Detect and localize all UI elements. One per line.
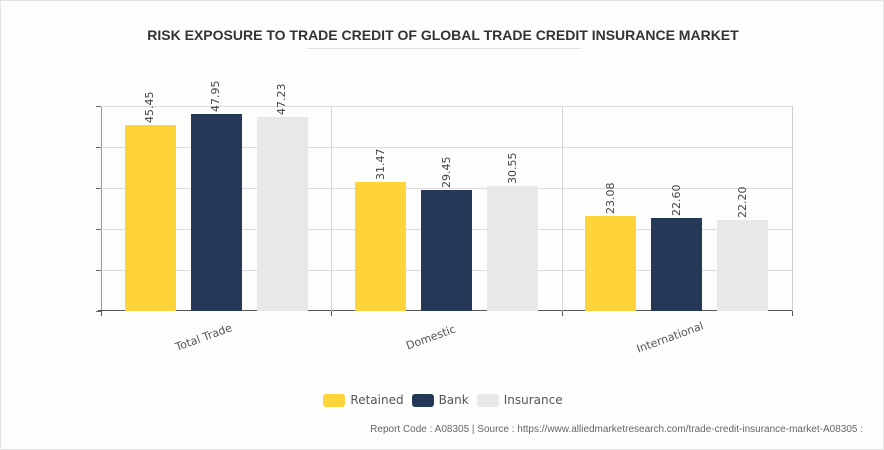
title-divider [307,48,581,49]
legend-swatch-icon [323,393,346,407]
y-axis [101,106,102,314]
bar-value-label: 29.45 [440,156,453,189]
legend-label: Bank [438,393,469,407]
x-category-label: International [634,319,706,356]
bar-insurance-total-trade[interactable] [257,117,308,311]
bar-value-label: 22.20 [736,186,749,219]
legend-item-bank[interactable]: Bank [411,393,469,407]
legend: Retained Bank Insurance [1,393,884,407]
bar-value-label: 47.23 [275,83,288,116]
bar-value-label: 22.60 [670,184,683,217]
x-category-label: Total Trade [173,321,234,354]
x-tick [562,311,563,316]
y-tick [96,106,101,107]
legend-item-insurance[interactable]: Insurance [476,393,563,407]
bar-bank-international[interactable] [651,218,702,311]
chart-title: RISK EXPOSURE TO TRADE CREDIT OF GLOBAL … [147,27,739,43]
legend-label: Insurance [503,393,563,407]
bar-value-label: 31.47 [374,148,387,181]
y-tick [96,311,101,312]
bar-retained-total-trade[interactable] [125,125,176,311]
gridline [101,147,792,148]
y-tick [96,188,101,189]
y-tick [96,270,101,271]
category-divider [562,106,563,311]
x-tick [792,311,793,316]
y-tick [96,147,101,148]
legend-label: Retained [350,393,404,407]
bar-value-label: 30.55 [506,152,519,185]
bar-value-label: 45.45 [143,91,156,124]
bar-value-label: 47.95 [209,80,222,113]
x-tick [101,311,102,316]
category-divider [331,106,332,311]
legend-swatch-icon [411,393,434,407]
legend-item-retained[interactable]: Retained [323,393,404,407]
source-footer: Report Code : A08305 | Source : https://… [370,424,863,435]
bar-insurance-international[interactable] [717,220,768,311]
bar-value-label: 23.08 [604,182,617,215]
x-tick [331,311,332,316]
gridline [101,188,792,189]
x-category-label: Domestic [404,322,458,353]
bar-retained-international[interactable] [585,216,636,311]
bar-bank-total-trade[interactable] [191,114,242,311]
bar-insurance-domestic[interactable] [487,186,538,311]
bar-retained-domestic[interactable] [355,182,406,311]
y-tick [96,229,101,230]
plot-area: 45.45 47.95 47.23 31.47 29.45 30.55 23.08 22.60… [96,81,793,316]
gridline [101,106,792,107]
legend-swatch-icon [476,393,499,407]
bar-bank-domestic[interactable] [421,190,472,311]
